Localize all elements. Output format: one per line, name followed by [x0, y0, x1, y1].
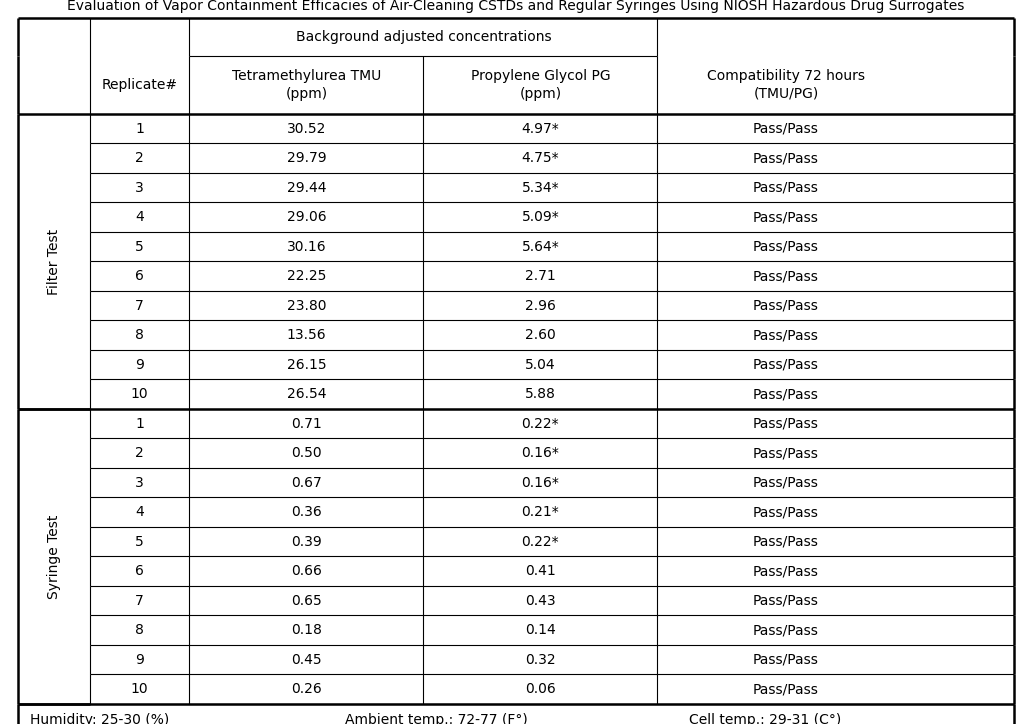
- Text: 29.06: 29.06: [287, 210, 327, 224]
- Text: Pass/Pass: Pass/Pass: [753, 299, 819, 313]
- Text: Pass/Pass: Pass/Pass: [753, 210, 819, 224]
- Text: Pass/Pass: Pass/Pass: [753, 240, 819, 253]
- Text: 0.67: 0.67: [291, 476, 322, 489]
- Text: 2: 2: [135, 446, 144, 460]
- Text: 7: 7: [135, 299, 144, 313]
- Text: 0.65: 0.65: [291, 594, 322, 607]
- Text: 0.18: 0.18: [291, 623, 322, 637]
- Text: Pass/Pass: Pass/Pass: [753, 594, 819, 607]
- Text: 0.22*: 0.22*: [521, 535, 559, 549]
- Text: 5: 5: [135, 240, 144, 253]
- Text: Pass/Pass: Pass/Pass: [753, 269, 819, 283]
- Text: 23.80: 23.80: [287, 299, 326, 313]
- Text: Background adjusted concentrations: Background adjusted concentrations: [296, 30, 551, 44]
- Text: 5: 5: [135, 535, 144, 549]
- Text: Pass/Pass: Pass/Pass: [753, 417, 819, 431]
- Text: 5.88: 5.88: [525, 387, 556, 401]
- Text: 0.43: 0.43: [525, 594, 556, 607]
- Text: 0.36: 0.36: [291, 505, 322, 519]
- Text: Pass/Pass: Pass/Pass: [753, 122, 819, 136]
- Text: 1: 1: [135, 417, 144, 431]
- Text: Cell temp.: 29-31 (C°): Cell temp.: 29-31 (C°): [689, 713, 841, 724]
- Text: Pass/Pass: Pass/Pass: [753, 151, 819, 165]
- Text: Filter Test: Filter Test: [47, 229, 60, 295]
- Text: 0.26: 0.26: [291, 682, 322, 696]
- Text: Propylene Glycol PG
(ppm): Propylene Glycol PG (ppm): [471, 70, 610, 101]
- Text: 0.16*: 0.16*: [521, 476, 559, 489]
- Text: Pass/Pass: Pass/Pass: [753, 476, 819, 489]
- Text: 26.54: 26.54: [287, 387, 326, 401]
- Text: 13.56: 13.56: [287, 328, 327, 342]
- Text: 2.60: 2.60: [525, 328, 556, 342]
- Text: 0.45: 0.45: [291, 653, 322, 667]
- Text: Replicate#: Replicate#: [101, 78, 177, 92]
- Text: 4: 4: [135, 210, 144, 224]
- Text: 22.25: 22.25: [287, 269, 326, 283]
- Text: Pass/Pass: Pass/Pass: [753, 181, 819, 195]
- Text: Pass/Pass: Pass/Pass: [753, 358, 819, 371]
- Text: 0.71: 0.71: [291, 417, 322, 431]
- Text: 2: 2: [135, 151, 144, 165]
- Text: 29.44: 29.44: [287, 181, 326, 195]
- Text: 4.75*: 4.75*: [521, 151, 559, 165]
- Text: Evaluation of Vapor Containment Efficacies of Air-Cleaning CSTDs and Regular Syr: Evaluation of Vapor Containment Efficaci…: [68, 0, 965, 13]
- Text: 0.06: 0.06: [525, 682, 556, 696]
- Text: 10: 10: [131, 387, 148, 401]
- Text: 30.16: 30.16: [287, 240, 327, 253]
- Text: Tetramethylurea TMU
(ppm): Tetramethylurea TMU (ppm): [231, 70, 381, 101]
- Text: Pass/Pass: Pass/Pass: [753, 564, 819, 578]
- Text: 8: 8: [135, 623, 144, 637]
- Text: 4.97*: 4.97*: [521, 122, 559, 136]
- Text: Pass/Pass: Pass/Pass: [753, 623, 819, 637]
- Text: Ambient temp.: 72-77 (F°): Ambient temp.: 72-77 (F°): [345, 713, 527, 724]
- Text: 0.50: 0.50: [291, 446, 322, 460]
- Text: 2.96: 2.96: [525, 299, 556, 313]
- Text: 5.04: 5.04: [525, 358, 556, 371]
- Text: 9: 9: [135, 653, 144, 667]
- Text: 3: 3: [135, 476, 144, 489]
- Text: Pass/Pass: Pass/Pass: [753, 387, 819, 401]
- Text: Pass/Pass: Pass/Pass: [753, 505, 819, 519]
- Text: 1: 1: [135, 122, 144, 136]
- Text: 26.15: 26.15: [287, 358, 327, 371]
- Text: Pass/Pass: Pass/Pass: [753, 328, 819, 342]
- Text: 9: 9: [135, 358, 144, 371]
- Text: Pass/Pass: Pass/Pass: [753, 535, 819, 549]
- Text: 0.41: 0.41: [525, 564, 556, 578]
- Text: 30.52: 30.52: [287, 122, 326, 136]
- Text: 0.16*: 0.16*: [521, 446, 559, 460]
- Text: 29.79: 29.79: [287, 151, 327, 165]
- Text: Compatibility 72 hours
(TMU/PG): Compatibility 72 hours (TMU/PG): [707, 70, 865, 101]
- Text: 0.22*: 0.22*: [521, 417, 559, 431]
- Text: 5.09*: 5.09*: [521, 210, 559, 224]
- Text: 0.21*: 0.21*: [521, 505, 559, 519]
- Text: 8: 8: [135, 328, 144, 342]
- Text: 7: 7: [135, 594, 144, 607]
- Text: Syringe Test: Syringe Test: [47, 514, 60, 599]
- Text: Humidity: 25-30 (%): Humidity: 25-30 (%): [30, 713, 169, 724]
- Text: 0.32: 0.32: [525, 653, 556, 667]
- Text: 3: 3: [135, 181, 144, 195]
- Text: 6: 6: [135, 269, 144, 283]
- Text: Pass/Pass: Pass/Pass: [753, 446, 819, 460]
- Text: 0.14: 0.14: [525, 623, 556, 637]
- Text: 2.71: 2.71: [525, 269, 556, 283]
- Text: 5.64*: 5.64*: [521, 240, 559, 253]
- Text: Pass/Pass: Pass/Pass: [753, 653, 819, 667]
- Text: 0.39: 0.39: [291, 535, 322, 549]
- Text: 10: 10: [131, 682, 148, 696]
- Text: 6: 6: [135, 564, 144, 578]
- Text: 4: 4: [135, 505, 144, 519]
- Text: 0.66: 0.66: [291, 564, 322, 578]
- Text: 5.34*: 5.34*: [521, 181, 559, 195]
- Text: Pass/Pass: Pass/Pass: [753, 682, 819, 696]
